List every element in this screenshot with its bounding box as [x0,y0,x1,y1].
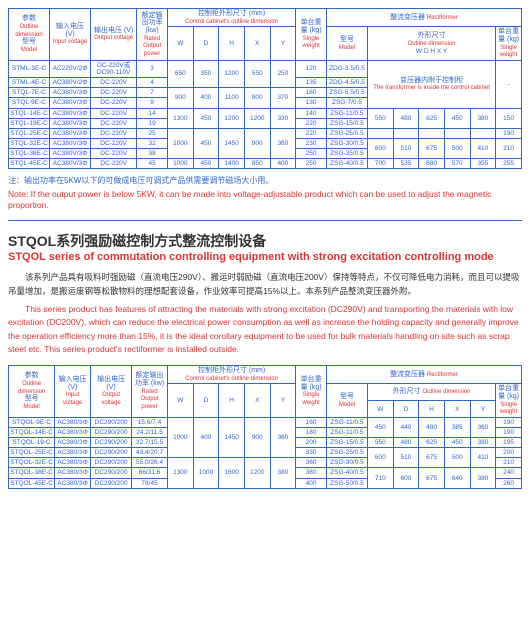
separator [8,220,522,221]
col-d: D [193,27,219,61]
section-desc-cn: 该系列产品具有吸料时强励磁（直流电压290V）、搬运时弱励磁（直流电压200V）… [8,271,522,298]
col-y: Y [270,27,296,61]
table-row: STML-3E-CAC220V/2ΦDC-220V或DC90-110V36503… [9,60,522,77]
section-title-cn: STQOL系列强励磁控制方式整流控制设备 [8,231,522,251]
col-x: X [244,27,270,61]
hdr-power: 额定输出功率 (kw) [142,12,163,34]
hdr-input: 输入电压 (V) [56,23,84,38]
table-row: STQL-14E-CAC380V/3ΦDC-220V14130045012001… [9,108,522,118]
table-stql: 参数Outline dimension型号Model 输入电压 (V)Input… [8,8,522,169]
hdr-output: 输出电压 (V) [94,27,133,34]
section-title-en: STQOL series of commutation controlling … [8,251,522,263]
col-w: W [167,27,193,61]
table-row: STQL-25E-CAC380V/3ΦDC-220V25100045014509… [9,128,522,138]
section-desc-en: This series product has features of attr… [8,303,522,357]
table-row: STQL-45E-CAC380V/3ΦDC-220V45100045014008… [9,159,522,169]
note-en: Note: If the output power is below 5KW, … [8,189,522,213]
hdr-rect: 整流变压器 [390,14,425,21]
hdr-cabinet: 控制柜外形尺寸 (mm) [198,10,265,17]
hdr-params: 参数 [22,15,36,22]
table-stqol: 参数Outline dimension型号Model 输入电压 (V)Input… [8,365,522,489]
note-cn: 注：输出功率在5KW以下的可做成电压可调式产品供需要调节磁场大小用。 [8,175,522,186]
hdr-weight: 单台重量 (kg) [301,19,322,34]
col-h: H [219,27,245,61]
table-row: STQOL-9E-CAC380/3ΦDC290/20015.6/7.410004… [9,417,522,427]
